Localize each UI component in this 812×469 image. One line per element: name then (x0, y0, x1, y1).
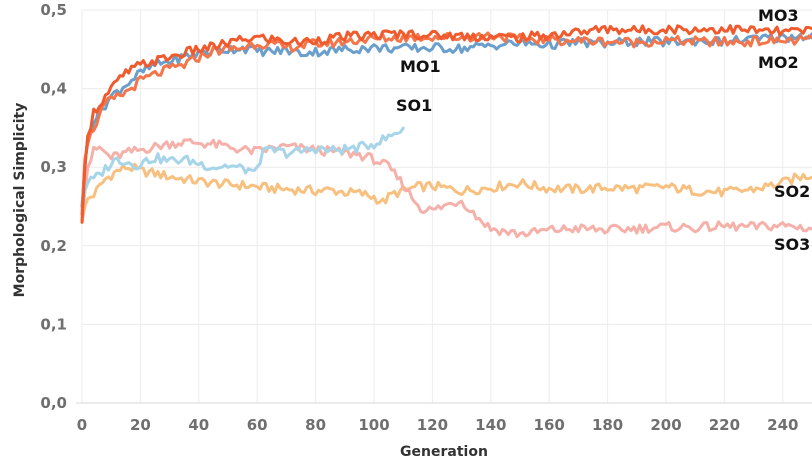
y-tick-label: 0,5 (40, 1, 67, 19)
y-axis-title: Morphological Simplicity (12, 103, 28, 298)
x-tick-label: 180 (592, 416, 623, 434)
y-tick-label: 0,0 (40, 394, 67, 412)
y-tick-label: 0,2 (40, 237, 67, 255)
series-labels: MO3 MO1 MO2 SO1 SO2 SO3 (396, 6, 810, 254)
series-line-mo2 (80, 31, 812, 216)
x-tick-label: 20 (130, 416, 151, 434)
x-tick-label: 200 (650, 416, 681, 434)
series-label-so1: SO1 (396, 96, 432, 115)
series-line-so1 (80, 126, 405, 216)
series-label-mo3: MO3 (758, 6, 799, 25)
series-label-mo1: MO1 (400, 57, 441, 76)
x-tick-label: 100 (358, 416, 389, 434)
series-label-mo2: MO2 (758, 53, 799, 72)
x-tick-label: 80 (305, 416, 326, 434)
x-tick-label: 240 (767, 416, 798, 434)
axes: 0,0 0,1 0,2 0,3 0,4 0,5 0 20 40 60 80 100 120 140 160 1… (40, 1, 812, 434)
grid (81, 9, 812, 403)
series-label-so2: SO2 (774, 182, 810, 201)
x-tick-label: 160 (534, 416, 565, 434)
x-tick-label: 0 (77, 416, 87, 434)
series-lines (80, 24, 812, 239)
x-tick-label: 220 (709, 416, 740, 434)
y-tick-label: 0,3 (40, 158, 67, 176)
series-line-so3 (80, 137, 812, 239)
x-axis-title: Generation (400, 444, 488, 460)
y-tick-label: 0,4 (40, 80, 67, 98)
x-tick-label: 40 (188, 416, 209, 434)
series-line-mo3 (80, 24, 812, 224)
series-line-so2 (80, 162, 812, 224)
x-tick-label: 60 (247, 416, 268, 434)
series-label-so3: SO3 (774, 235, 810, 254)
y-tick-label: 0,1 (40, 315, 67, 333)
x-tick-label: 140 (475, 416, 506, 434)
x-tick-label: 120 (417, 416, 448, 434)
